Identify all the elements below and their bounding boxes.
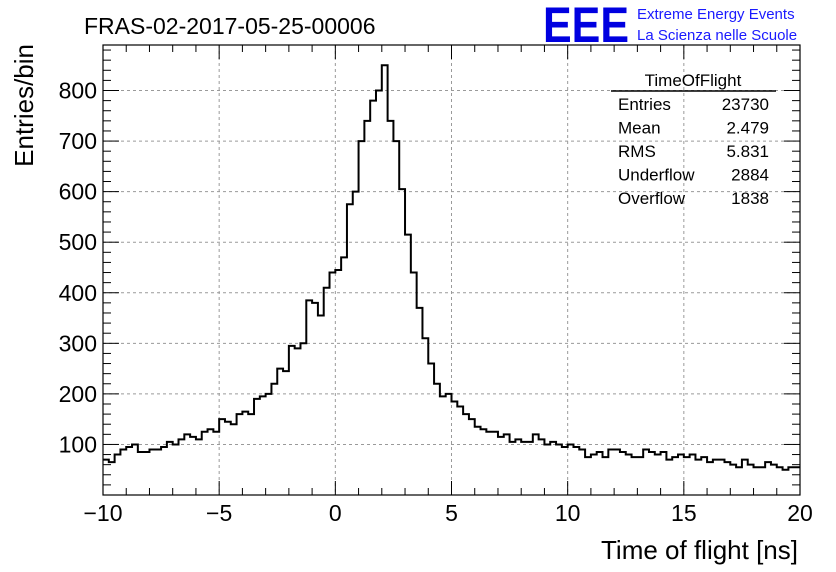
stats-row-value: 2884 — [731, 166, 769, 185]
eee-logo-mark: EEE — [543, 0, 629, 53]
y-tick-label: 100 — [59, 431, 97, 457]
x-tick-labels: −10 −5 0 5 10 15 20 — [83, 500, 812, 526]
stats-row-label: Overflow — [618, 189, 686, 208]
histogram-series — [103, 64, 800, 471]
stats-row-value: 23730 — [722, 95, 769, 114]
y-tick-label: 800 — [59, 78, 97, 104]
stats-row-value: 2.479 — [726, 119, 769, 138]
stats-title: TimeOfFlight — [645, 71, 742, 90]
x-tick-label: 10 — [555, 500, 581, 526]
y-tick-labels: 100 200 300 400 500 600 700 800 — [59, 78, 97, 458]
stats-row-value: 5.831 — [726, 142, 769, 161]
eee-logo-line2: La Scienza nelle Scuole — [637, 27, 797, 44]
x-tick-label: 20 — [787, 500, 813, 526]
chart-title: FRAS-02-2017-05-25-00006 — [84, 13, 376, 39]
y-tick-label: 500 — [59, 229, 97, 255]
x-tick-label: −5 — [206, 500, 232, 526]
stats-row-label: Mean — [618, 119, 661, 138]
stats-row-value: 1838 — [731, 189, 769, 208]
y-axis-label: Entries/bin — [9, 44, 39, 167]
x-tick-label: −10 — [83, 500, 122, 526]
stats-row-label: Underflow — [618, 166, 695, 185]
stats-row-label: RMS — [618, 142, 656, 161]
y-tick-label: 300 — [59, 330, 97, 356]
stats-box: TimeOfFlight Entries 23730 Mean 2.479 RMS 5.8… — [611, 71, 776, 208]
x-tick-label: 15 — [671, 500, 697, 526]
x-tick-label: 5 — [445, 500, 458, 526]
y-tick-label: 400 — [59, 280, 97, 306]
stats-row-label: Entries — [618, 95, 671, 114]
y-tick-label: 700 — [59, 128, 97, 154]
axis-ticks — [102, 45, 801, 495]
y-tick-label: 200 — [59, 381, 97, 407]
eee-logo: EEE Extreme Energy Events La Scienza nel… — [543, 0, 797, 53]
y-tick-label: 600 — [59, 179, 97, 205]
stats-rows: Entries 23730 Mean 2.479 RMS 5.831 Underflow 28… — [618, 95, 769, 208]
x-axis-label: Time of flight [ns] — [601, 535, 798, 565]
x-tick-label: 0 — [329, 500, 342, 526]
grid — [103, 45, 800, 495]
eee-logo-line1: Extreme Energy Events — [637, 6, 795, 23]
